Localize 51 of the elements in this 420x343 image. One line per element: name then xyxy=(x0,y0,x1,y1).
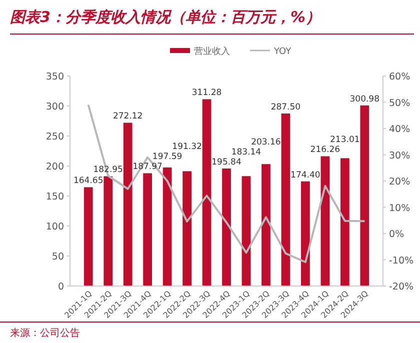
y2-tick-label: -10% xyxy=(389,255,414,266)
y-tick-label: 300 xyxy=(46,102,64,112)
data-label: 183.14 xyxy=(231,147,262,158)
y2-tick-label: 0% xyxy=(389,229,404,240)
y2-tick-label: 20% xyxy=(389,176,410,188)
legend-label: 营业收入 xyxy=(194,46,230,57)
y2-tick-label: 40% xyxy=(389,124,410,135)
source-note: 来源：公司公告 xyxy=(10,327,80,339)
bar xyxy=(202,99,212,286)
data-label: 311.28 xyxy=(192,88,222,98)
bar xyxy=(340,158,350,286)
data-label: 182.95 xyxy=(93,165,123,176)
data-label: 272.12 xyxy=(112,112,143,122)
y2-tick-label: 10% xyxy=(389,202,410,214)
y2-tick-label: 30% xyxy=(389,150,410,162)
chart-title: 图表3：分季度收入情况（单位：百万元，%） xyxy=(10,8,320,26)
data-label: 300.98 xyxy=(350,94,380,104)
bar xyxy=(104,176,113,286)
bar xyxy=(143,173,152,286)
bar xyxy=(162,167,172,286)
bar xyxy=(320,156,330,286)
data-label: 213.01 xyxy=(330,135,360,146)
data-label: 174.40 xyxy=(290,170,320,180)
bar xyxy=(281,114,290,286)
data-label: 191.32 xyxy=(172,142,202,152)
y-tick-label: 150 xyxy=(46,192,64,202)
y2-tick-label: 60% xyxy=(389,72,410,82)
y-tick-label: 350 xyxy=(46,72,64,82)
legend-label: YOY xyxy=(273,47,292,57)
data-label: 187.97 xyxy=(132,162,162,172)
data-label: 203.16 xyxy=(251,137,281,148)
y-tick-label: 100 xyxy=(46,222,64,232)
y2-tick-label: 50% xyxy=(389,98,410,109)
y-tick-label: 0 xyxy=(58,282,64,292)
data-label: 164.65 xyxy=(73,176,104,186)
data-label: 197.59 xyxy=(152,152,182,162)
y-tick-label: 200 xyxy=(46,162,64,172)
data-label: 195.84 xyxy=(212,157,242,168)
data-label: 216.26 xyxy=(310,145,340,156)
y-tick-label: 50 xyxy=(52,252,64,262)
y2-tick-label: -20% xyxy=(389,282,414,292)
bar xyxy=(262,164,270,286)
data-label: 287.50 xyxy=(270,102,301,112)
bar xyxy=(123,122,132,286)
bar xyxy=(242,176,251,286)
bar xyxy=(300,181,310,286)
bar xyxy=(222,168,231,286)
bar xyxy=(84,187,93,286)
y-tick-label: 250 xyxy=(46,132,64,142)
bar xyxy=(182,171,192,286)
bar xyxy=(360,105,370,286)
